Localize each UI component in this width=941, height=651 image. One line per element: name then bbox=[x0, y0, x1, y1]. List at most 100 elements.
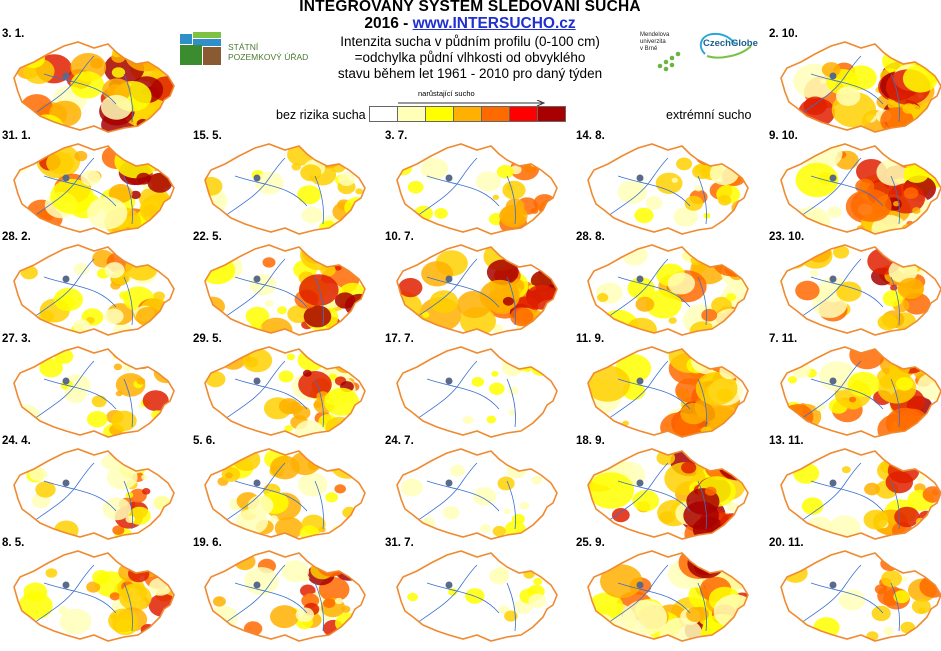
drought-area bbox=[905, 555, 914, 562]
drought-area bbox=[131, 351, 153, 369]
river bbox=[43, 73, 75, 83]
drought-area bbox=[588, 472, 634, 509]
country-border bbox=[396, 346, 558, 438]
drought-area bbox=[676, 157, 693, 171]
drought-area bbox=[684, 195, 704, 211]
river bbox=[890, 73, 900, 123]
drought-area bbox=[278, 370, 294, 383]
drought-area bbox=[531, 246, 548, 260]
drought-area bbox=[400, 478, 423, 497]
drought-area bbox=[136, 47, 153, 60]
drought-area bbox=[136, 42, 165, 63]
drought-area bbox=[450, 464, 465, 477]
drought-area bbox=[145, 251, 163, 266]
drought-area bbox=[815, 403, 826, 412]
drought-area bbox=[489, 568, 510, 585]
drought-area bbox=[701, 308, 718, 322]
drought-area bbox=[462, 415, 474, 425]
river bbox=[890, 276, 900, 326]
legend-arrow-label: narůstající sucho bbox=[418, 89, 475, 98]
country-border bbox=[204, 346, 366, 438]
map-date-label: 24. 4. bbox=[2, 435, 31, 447]
drought-area bbox=[533, 194, 556, 212]
drought-area bbox=[836, 281, 862, 302]
country-border bbox=[13, 346, 175, 438]
drought-area bbox=[910, 551, 931, 568]
river bbox=[647, 284, 691, 308]
prague-marker bbox=[636, 377, 644, 385]
drought-area bbox=[429, 290, 459, 313]
drought-area bbox=[507, 386, 519, 395]
drought-area bbox=[698, 352, 710, 362]
drought-area bbox=[338, 172, 356, 186]
map-date-label: 19. 6. bbox=[193, 537, 222, 549]
czech-drought-map bbox=[587, 244, 749, 336]
drought-area bbox=[111, 410, 137, 431]
drought-area bbox=[894, 506, 920, 528]
drought-area bbox=[50, 178, 94, 214]
czech-drought-map bbox=[587, 550, 749, 642]
drought-area bbox=[820, 79, 827, 84]
drought-area bbox=[145, 120, 156, 130]
czech-drought-map bbox=[13, 346, 175, 438]
country-border bbox=[204, 448, 366, 540]
drought-area bbox=[877, 314, 898, 331]
drought-area bbox=[270, 455, 300, 480]
drought-area bbox=[645, 289, 682, 319]
river bbox=[456, 386, 500, 410]
drought-area bbox=[801, 497, 824, 515]
drought-area bbox=[344, 554, 361, 569]
river bbox=[890, 480, 900, 530]
map-date-label: 27. 3. bbox=[2, 333, 31, 345]
drought-area bbox=[707, 457, 718, 466]
prague-marker bbox=[62, 479, 70, 487]
map-date-label: 28. 2. bbox=[2, 231, 31, 243]
prague-marker bbox=[253, 275, 261, 283]
drought-area bbox=[836, 86, 861, 106]
intersucho-link[interactable]: www.INTERSUCHO.cz bbox=[412, 15, 576, 32]
drought-area bbox=[313, 401, 323, 409]
river bbox=[697, 582, 707, 632]
drought-area bbox=[727, 246, 746, 261]
legend-color-scale bbox=[369, 106, 566, 122]
czech-drought-map bbox=[396, 346, 558, 438]
drought-area bbox=[212, 596, 226, 607]
drought-area bbox=[929, 45, 939, 54]
country-border bbox=[587, 550, 749, 642]
czechglobe-text: CzechGlobe bbox=[703, 38, 758, 49]
drought-area bbox=[53, 287, 83, 312]
legend-low-label: bez rizika sucha bbox=[276, 108, 366, 122]
mendel-line2: univerzita bbox=[640, 39, 666, 45]
drought-area bbox=[73, 262, 90, 276]
drought-area bbox=[818, 361, 856, 391]
drought-area bbox=[507, 449, 531, 469]
drought-area bbox=[104, 308, 124, 325]
map-date-label: 5. 6. bbox=[193, 435, 216, 447]
drought-area bbox=[108, 608, 139, 633]
czechglobe-swirl-icon bbox=[699, 32, 752, 59]
drought-area bbox=[903, 187, 919, 199]
drought-area bbox=[683, 501, 719, 530]
country-border bbox=[13, 41, 175, 133]
prague-marker bbox=[445, 479, 453, 487]
prague-marker bbox=[636, 581, 644, 589]
legend-high-label: extrémní sucho bbox=[666, 108, 752, 122]
drought-map-panel: 7. 11. bbox=[769, 333, 941, 443]
river bbox=[697, 378, 707, 428]
drought-map-panel: 17. 7. bbox=[385, 333, 561, 443]
prague-marker bbox=[829, 377, 837, 385]
river bbox=[697, 175, 707, 225]
drought-area bbox=[303, 305, 332, 328]
drought-area bbox=[821, 62, 841, 78]
drought-area bbox=[917, 475, 925, 482]
map-date-label: 25. 9. bbox=[576, 537, 605, 549]
drought-area bbox=[80, 169, 101, 186]
drought-area bbox=[300, 164, 322, 182]
legend-arrow-icon bbox=[398, 100, 546, 106]
drought-area bbox=[897, 277, 925, 299]
title-year: 2016 - bbox=[364, 15, 413, 32]
river bbox=[314, 175, 324, 225]
drought-area bbox=[327, 551, 362, 572]
drought-area bbox=[86, 411, 108, 428]
drought-area bbox=[334, 484, 346, 494]
